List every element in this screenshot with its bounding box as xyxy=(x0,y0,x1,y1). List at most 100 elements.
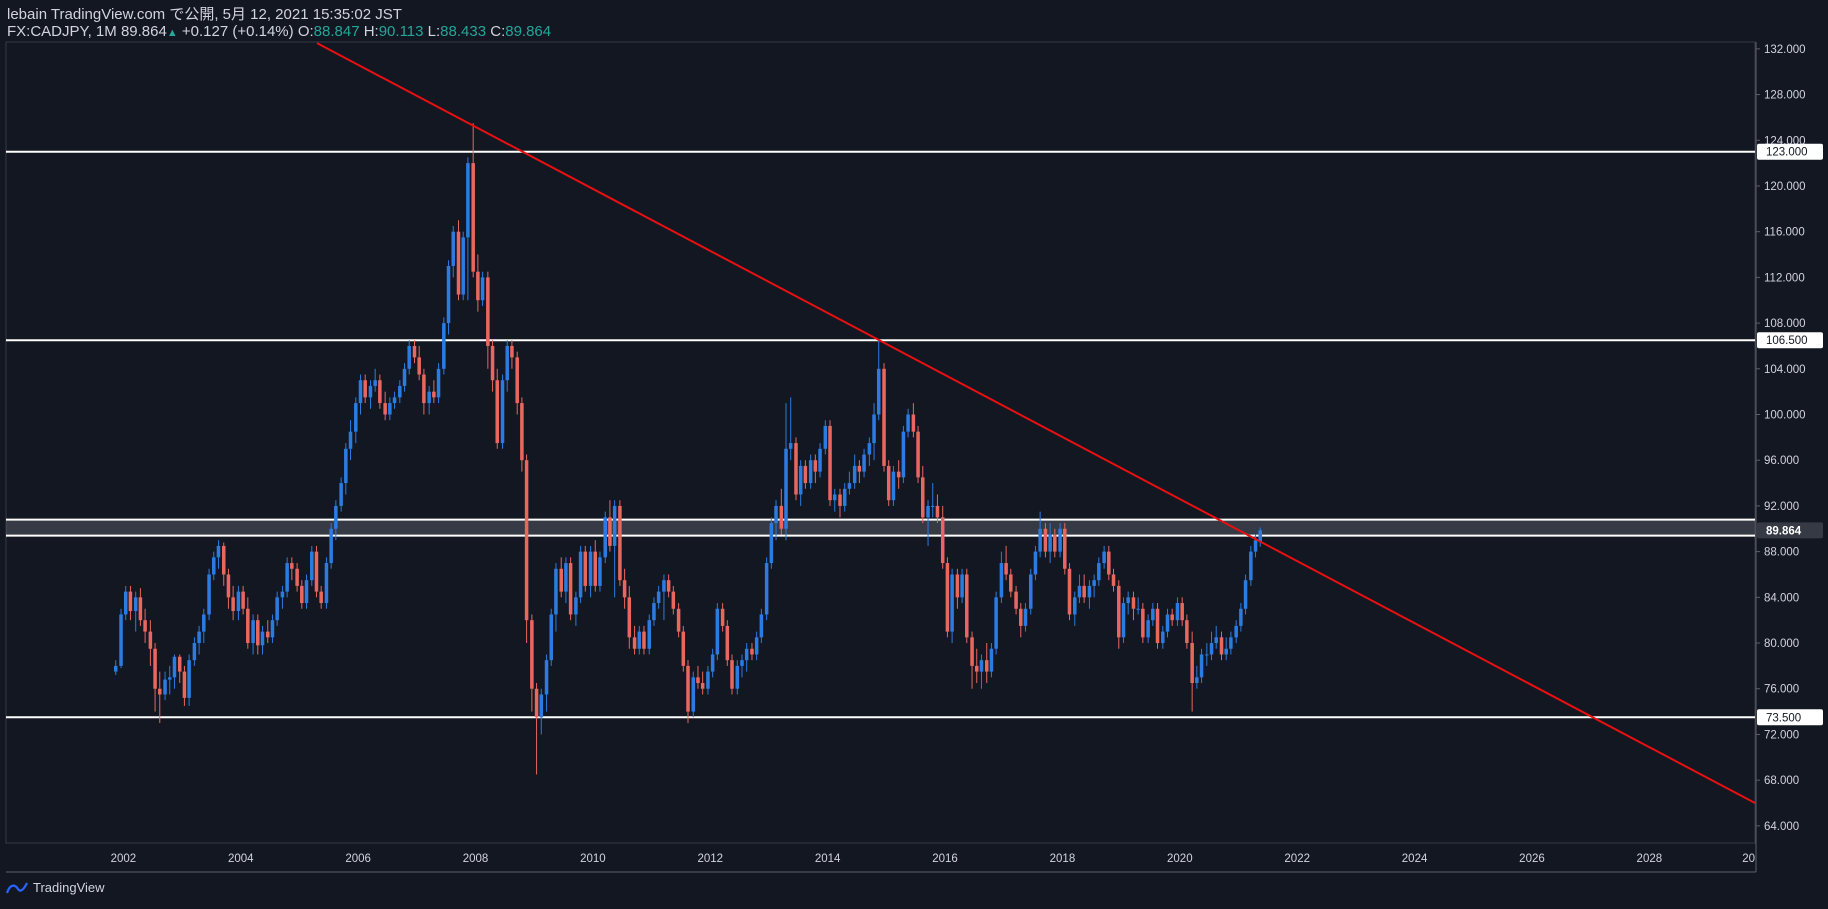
candle-body xyxy=(231,597,235,612)
candle-body xyxy=(192,643,197,661)
candle-body xyxy=(270,620,275,638)
candle-body xyxy=(544,660,549,695)
candle-body xyxy=(1028,574,1033,609)
candle-body xyxy=(647,620,652,649)
price-tick-label: 84.000 xyxy=(1764,592,1799,604)
candle-body xyxy=(916,431,920,478)
candle-body xyxy=(794,443,798,495)
candle-body xyxy=(1121,603,1126,638)
candle-body xyxy=(588,551,593,586)
candle-body xyxy=(461,237,465,295)
candle-body xyxy=(813,460,818,472)
candle-body xyxy=(1234,625,1238,638)
candle-body xyxy=(427,391,431,404)
candle-body xyxy=(451,231,455,266)
candle-body xyxy=(847,483,852,489)
candle-body xyxy=(945,563,950,632)
candle-body xyxy=(681,631,686,666)
candle-body xyxy=(412,345,417,358)
high-value: 90.113 xyxy=(378,23,424,40)
candle-body xyxy=(383,403,387,415)
candle-body xyxy=(779,505,784,529)
candle-body xyxy=(398,385,402,398)
candle-body xyxy=(1092,580,1096,586)
candle-body xyxy=(652,603,656,621)
candle-body xyxy=(710,654,715,672)
time-tick-label: 2008 xyxy=(463,853,489,865)
price-level-tag xyxy=(1757,143,1823,160)
candle-body xyxy=(979,660,984,672)
candle-body xyxy=(872,414,876,444)
candle-body xyxy=(530,620,534,689)
zone-rect xyxy=(6,519,1755,536)
candle-body xyxy=(285,563,289,592)
candle-body xyxy=(143,620,147,632)
candle-body xyxy=(1058,528,1062,552)
time-tick-label: 2028 xyxy=(1637,853,1663,865)
candle-body xyxy=(622,580,627,598)
candle-body xyxy=(1087,585,1092,598)
candle-body xyxy=(1146,620,1150,638)
candle-body xyxy=(344,448,348,484)
price-tick-label: 76.000 xyxy=(1764,684,1799,696)
candle-body xyxy=(339,483,343,506)
candle-body xyxy=(177,656,182,672)
tradingview-logo-icon xyxy=(6,881,28,893)
candle-body xyxy=(334,505,338,529)
low-label: L: xyxy=(427,23,441,40)
candle-body xyxy=(123,591,128,615)
time-tick-label: 20 xyxy=(1742,853,1755,865)
last-price-label: 89.864 xyxy=(1766,525,1802,537)
time-tick-label: 2006 xyxy=(345,853,371,865)
candle-body xyxy=(158,688,162,695)
candle-body xyxy=(803,465,808,484)
candle-body xyxy=(221,545,226,575)
candle-body xyxy=(970,637,974,666)
candle-body xyxy=(950,574,954,632)
candle-body xyxy=(256,620,260,646)
candle-body xyxy=(715,608,720,655)
tradingview-footer[interactable]: TradingView xyxy=(6,880,105,895)
candle-body xyxy=(1131,597,1136,609)
candle-body xyxy=(818,448,822,472)
candle-body xyxy=(759,614,764,638)
candle-body xyxy=(867,443,872,455)
candle-body xyxy=(446,265,451,324)
candle-body xyxy=(187,660,191,698)
candle-body xyxy=(1224,648,1228,655)
candle-body xyxy=(842,488,847,506)
candle-body xyxy=(422,374,426,404)
price-tick-label: 88.000 xyxy=(1764,547,1799,559)
candle-body xyxy=(632,637,637,649)
candle-body xyxy=(1165,614,1170,632)
candle-body xyxy=(505,345,509,381)
candle-body xyxy=(368,385,373,398)
candle-body xyxy=(769,523,774,564)
candle-body xyxy=(280,591,285,598)
candle-body xyxy=(1014,591,1018,609)
candle-body xyxy=(696,677,700,684)
candle-body xyxy=(940,517,945,564)
candle-body xyxy=(671,591,676,609)
candle-body xyxy=(960,574,964,598)
candle-body xyxy=(935,505,940,518)
candle-body xyxy=(612,505,617,546)
candle-body xyxy=(153,648,157,689)
time-tick-label: 2024 xyxy=(1402,853,1428,865)
candle-body xyxy=(290,563,294,569)
candle-body xyxy=(568,563,573,615)
candle-body xyxy=(1048,534,1052,552)
candle-body xyxy=(1053,534,1057,552)
candle-body xyxy=(442,323,446,369)
candle-body xyxy=(1155,608,1160,644)
candle-body xyxy=(300,585,304,604)
low-value: 88.433 xyxy=(440,23,487,40)
time-tick-label: 2026 xyxy=(1519,853,1545,865)
candle-body xyxy=(197,631,201,644)
candle-body xyxy=(260,631,265,646)
candle-body xyxy=(906,414,910,432)
candle-body xyxy=(784,448,788,529)
candle-body xyxy=(955,574,960,598)
candle-body xyxy=(510,345,514,358)
